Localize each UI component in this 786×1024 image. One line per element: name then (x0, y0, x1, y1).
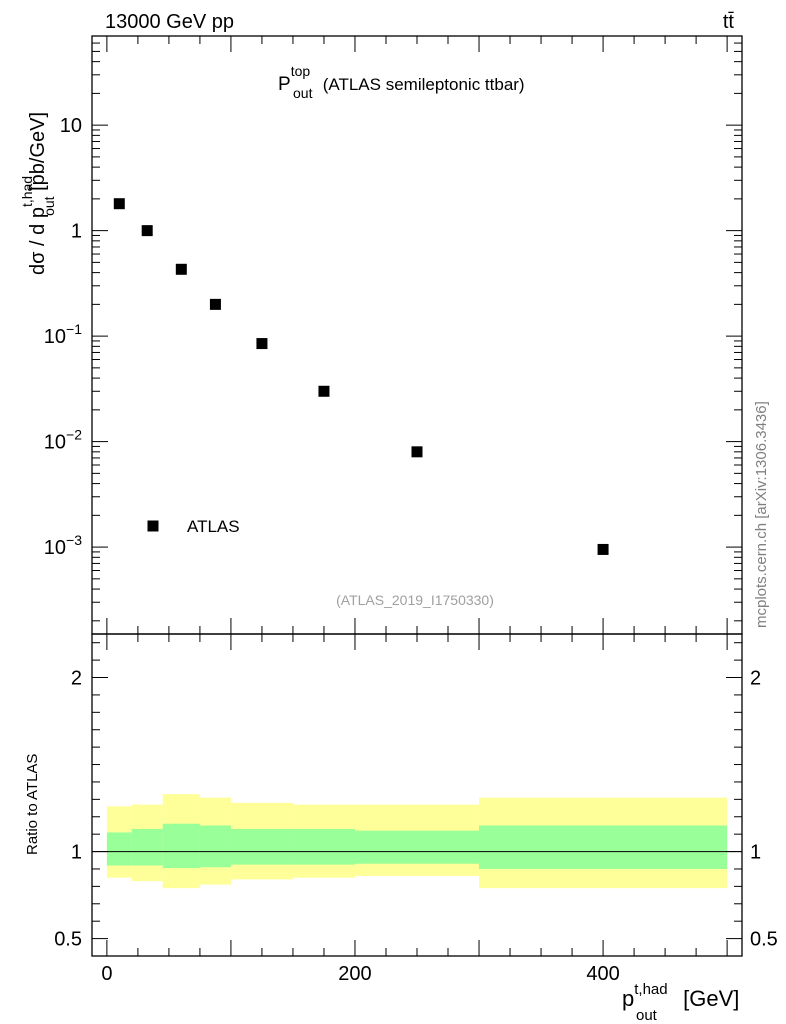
x-axis-label: pt,had out [GeV] (622, 981, 739, 1024)
plot-title-main: P (278, 74, 291, 95)
analysis-label: (ATLAS_2019_I1750330) (336, 592, 494, 608)
ratio-plot-panel: 2 2 1 1 0.5 0.5 0 200 400 Ratio to ATLAS pt,had out… (24, 633, 778, 1024)
ratio-y-tick-label-left: 2 (71, 668, 82, 690)
y-tick-label: 10 (60, 115, 82, 137)
y-tick-label: 10−2 (44, 427, 82, 454)
x-tick-label: 0 (101, 963, 112, 985)
ratio-y-tick-label-left: 1 (71, 842, 82, 864)
data-point-7 (597, 543, 609, 555)
energy-label: 13000 GeV pp (105, 11, 234, 33)
x-tick-label: 400 (586, 963, 619, 985)
band-stat-bin-3 (199, 825, 231, 868)
data-point-0 (113, 198, 125, 210)
band-stat-bin-5 (292, 828, 355, 865)
band-stat-bin-0 (106, 832, 132, 866)
y-tick-label: 10−3 (44, 532, 82, 559)
plot-title-sub: out (293, 85, 313, 101)
y-axis-label-sub: out (41, 196, 57, 216)
y-tick-label: 1 (71, 221, 82, 243)
x-axis-label-sup: t,had (634, 981, 667, 998)
y-tick-label-base: 10 (44, 537, 66, 559)
ratio-y-tick-label-right: 2 (750, 668, 761, 690)
legend-label: ATLAS (187, 517, 240, 536)
band-stat-bin-6 (354, 830, 480, 864)
process-label: tt̄ (723, 11, 735, 33)
plot-title-rest: (ATLAS semileptonic ttbar) (318, 75, 525, 94)
plot-title-sup: top (291, 63, 311, 79)
data-point-4 (256, 338, 268, 350)
main-frame (91, 35, 743, 635)
plot-title: Ptop out (ATLAS semileptonic ttbar) (278, 63, 525, 101)
data-point-2 (175, 263, 187, 275)
y-tick-label-exp: −2 (66, 427, 82, 443)
y-tick-label-exp: −3 (66, 532, 82, 548)
y-tick-label-base: 10 (60, 115, 82, 137)
data-point-1 (141, 225, 153, 237)
band-stat-bin-7 (479, 825, 728, 869)
x-axis-label-main: p (622, 986, 634, 1011)
mcplots-watermark: mcplots.cern.ch [arXiv:1306.3436] (753, 401, 770, 628)
y-tick-label: 10−1 (44, 321, 82, 348)
band-stat-bin-1 (131, 828, 163, 866)
ratio-y-tick-label-right: 0.5 (750, 929, 778, 951)
data-point-5 (318, 385, 330, 397)
data-point-3 (209, 298, 221, 310)
y-axis-label-suffix: [pb/GeV] (27, 112, 49, 197)
x-axis-label-unit: [GeV] (677, 986, 739, 1011)
band-stat-bin-2 (162, 823, 200, 869)
y-tick-label-exp: −1 (66, 321, 82, 337)
y-tick-label-base: 1 (71, 221, 82, 243)
y-axis-label-prefix: dσ / d p (27, 207, 49, 275)
band-stat-bin-4 (230, 828, 293, 865)
ratio-y-tick-label-right: 1 (750, 842, 761, 864)
y-axis-label: dσ / d pt,had out [pb/GeV] (19, 112, 57, 275)
ratio-y-tick-label-left: 0.5 (54, 929, 82, 951)
x-tick-label: 200 (338, 963, 371, 985)
data-point-6 (411, 446, 423, 458)
legend-marker (147, 520, 159, 532)
ratio-y-axis-label: Ratio to ATLAS (24, 754, 41, 855)
y-tick-label-base: 10 (44, 326, 66, 348)
y-axis-label-sup: t,had (19, 176, 35, 207)
x-axis-label-sub: out (636, 1007, 658, 1024)
y-tick-label-base: 10 (44, 432, 66, 454)
